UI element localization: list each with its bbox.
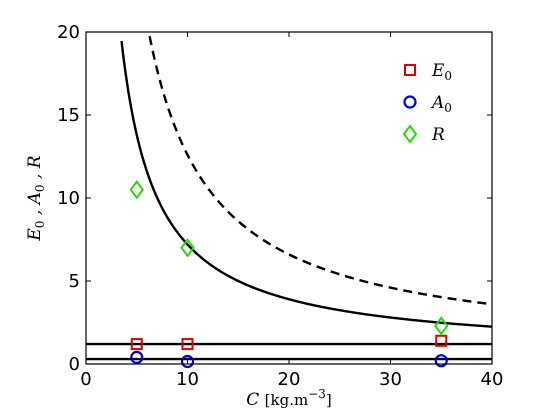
marker-r-0 <box>129 180 144 200</box>
x-axis-label: C [kg.m−3] <box>246 387 332 410</box>
legend-label-sub: 0 <box>444 101 452 115</box>
curve-1-reciprocal-dashed <box>147 32 492 306</box>
marker-a0-0 <box>130 350 144 364</box>
x-axis-label-unit: [kg.m <box>265 391 309 409</box>
legend-label-r: R <box>431 125 445 145</box>
marker-a0-1 <box>180 354 195 369</box>
y-axis-label: E0 , A0 , R <box>25 155 47 241</box>
x-axis-label-exp: −3 <box>308 387 326 401</box>
marker-r-1 <box>180 238 195 258</box>
y-axis-label-var-1: A <box>25 192 45 206</box>
legend-marker-e0 <box>404 64 416 76</box>
legend-label-sub: 0 <box>444 69 452 83</box>
legend-label-a0: A0 <box>430 93 452 115</box>
y-axis-label-var-2: R <box>25 155 45 169</box>
marker-r-2 <box>434 316 449 336</box>
legend-label-var: R <box>431 125 445 145</box>
x-tick-label-0: 0 <box>80 369 91 390</box>
x-tick-label-10: 10 <box>176 369 199 390</box>
y-axis-label-var-0: E <box>25 228 45 242</box>
marker-e0-2 <box>435 334 448 347</box>
x-axis-label-close: ] <box>326 391 332 409</box>
x-tick-label-40: 40 <box>481 369 504 390</box>
curves-layer <box>86 32 492 361</box>
legend-marker-r <box>402 124 418 144</box>
y-axis-label-sep-0: , <box>25 204 45 220</box>
markers-layer <box>129 180 449 369</box>
marker-a0-2 <box>434 354 448 368</box>
x-tick-label-20: 20 <box>278 369 301 390</box>
x-tick-label-30: 30 <box>379 369 402 390</box>
legend-label-var: A <box>430 93 444 113</box>
x-axis-label-var: C <box>246 390 264 410</box>
y-tick-label-0: 0 <box>69 354 80 375</box>
marker-e0-0 <box>130 338 143 351</box>
y-tick-label-20: 20 <box>57 22 80 43</box>
legend-marker-a0 <box>403 95 417 109</box>
ticks-layer: 0 10 20 30 40 0 5 10 15 20 <box>57 22 503 390</box>
legend-label-e0: E0 <box>431 61 452 83</box>
y-axis-label-sub-1: 0 <box>33 184 47 192</box>
legend-label-var: E <box>431 61 445 81</box>
y-tick-label-5: 5 <box>69 271 80 292</box>
curve-0-reciprocal-solid <box>120 40 492 328</box>
y-axis-label-sub-0: 0 <box>33 221 47 229</box>
y-tick-label-15: 15 <box>57 105 80 126</box>
y-axis-label-sep-1: , <box>25 168 45 184</box>
y-tick-label-10: 10 <box>57 188 80 209</box>
marker-e0-1 <box>181 338 194 351</box>
